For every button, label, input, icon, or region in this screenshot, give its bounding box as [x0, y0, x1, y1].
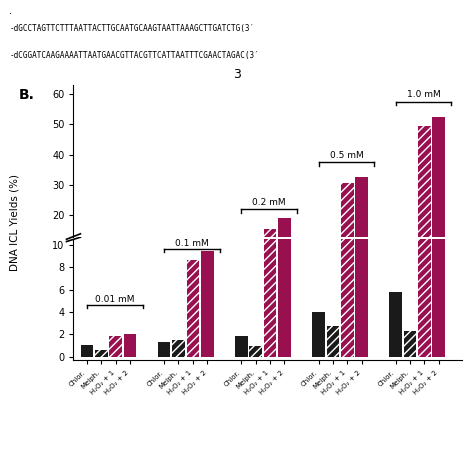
Bar: [249, 346, 262, 357]
Text: DNA ICL Yields (%): DNA ICL Yields (%): [9, 174, 19, 271]
Bar: [124, 270, 137, 276]
Bar: [235, 270, 247, 276]
Bar: [404, 269, 416, 276]
Bar: [81, 345, 93, 357]
Text: 0.2 mM: 0.2 mM: [252, 198, 286, 207]
Text: -dCGGATCAAGAAAATTAATGAACGTTACGTTCATTAATTTCGAACTAGAC(3′: -dCGGATCAAGAAAATTAATGAACGTTACGTTCATTAATT…: [9, 51, 259, 60]
Bar: [404, 331, 416, 357]
Bar: [390, 258, 402, 276]
Bar: [81, 273, 93, 276]
Text: -dGCCTAGTTCTTTAATTACTTGCAATGCAAGTAATTAAAGCTTGATCTG(3′: -dGCCTAGTTCTTTAATTACTTGCAATGCAAGTAATTAAA…: [9, 24, 255, 33]
Bar: [95, 350, 108, 357]
Text: 0.1 mM: 0.1 mM: [175, 238, 209, 247]
Text: ·: ·: [9, 9, 12, 19]
Bar: [158, 342, 171, 357]
Bar: [235, 336, 247, 357]
Text: 0.01 mM: 0.01 mM: [95, 294, 135, 303]
Bar: [187, 250, 199, 276]
Bar: [158, 272, 171, 276]
Bar: [264, 183, 276, 357]
Bar: [327, 267, 339, 276]
Bar: [124, 334, 137, 357]
Bar: [201, 251, 214, 357]
Bar: [341, 183, 354, 276]
Bar: [109, 270, 122, 276]
Bar: [109, 336, 122, 357]
Bar: [356, 0, 368, 357]
Bar: [356, 177, 368, 276]
Bar: [341, 16, 354, 357]
Bar: [432, 0, 445, 357]
Bar: [418, 0, 431, 357]
Text: 3: 3: [233, 68, 241, 81]
Text: 0.5 mM: 0.5 mM: [329, 151, 363, 160]
Bar: [390, 292, 402, 357]
Bar: [312, 312, 325, 357]
Bar: [249, 273, 262, 276]
Bar: [172, 271, 185, 276]
Bar: [418, 126, 431, 276]
Bar: [278, 219, 291, 276]
Bar: [312, 264, 325, 276]
Bar: [187, 260, 199, 357]
Text: B.: B.: [19, 88, 35, 102]
Bar: [172, 339, 185, 357]
Bar: [278, 144, 291, 357]
Bar: [264, 229, 276, 276]
Bar: [95, 274, 108, 276]
Bar: [327, 326, 339, 357]
Bar: [432, 117, 445, 276]
Bar: [201, 247, 214, 276]
Text: 1.0 mM: 1.0 mM: [407, 90, 440, 99]
